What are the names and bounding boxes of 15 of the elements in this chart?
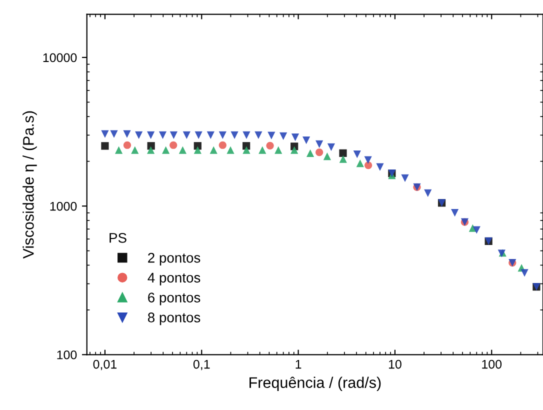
x-tick-label: 0,01: [93, 360, 117, 370]
y-axis-title: Viscosidade η / (Pa.s): [22, 111, 37, 259]
legend-label: 2 pontos: [148, 252, 200, 266]
legend-label: 6 pontos: [148, 292, 200, 306]
y-tick-label: 10000: [43, 53, 77, 62]
legend-title: PS: [110, 232, 126, 243]
y-tick-label: 1000: [50, 202, 77, 211]
x-tick-label: 10: [388, 360, 402, 369]
y-tick-label: 100: [57, 350, 77, 360]
x-tick-label: 1: [296, 360, 302, 369]
x-tick-label: 0,1: [193, 360, 210, 370]
x-axis-title: Frequência / (rad/s): [250, 376, 381, 392]
legend-label: 8 pontos: [148, 312, 200, 326]
x-tick-label: 100: [482, 360, 502, 369]
legend-label: 4 pontos: [148, 272, 200, 286]
